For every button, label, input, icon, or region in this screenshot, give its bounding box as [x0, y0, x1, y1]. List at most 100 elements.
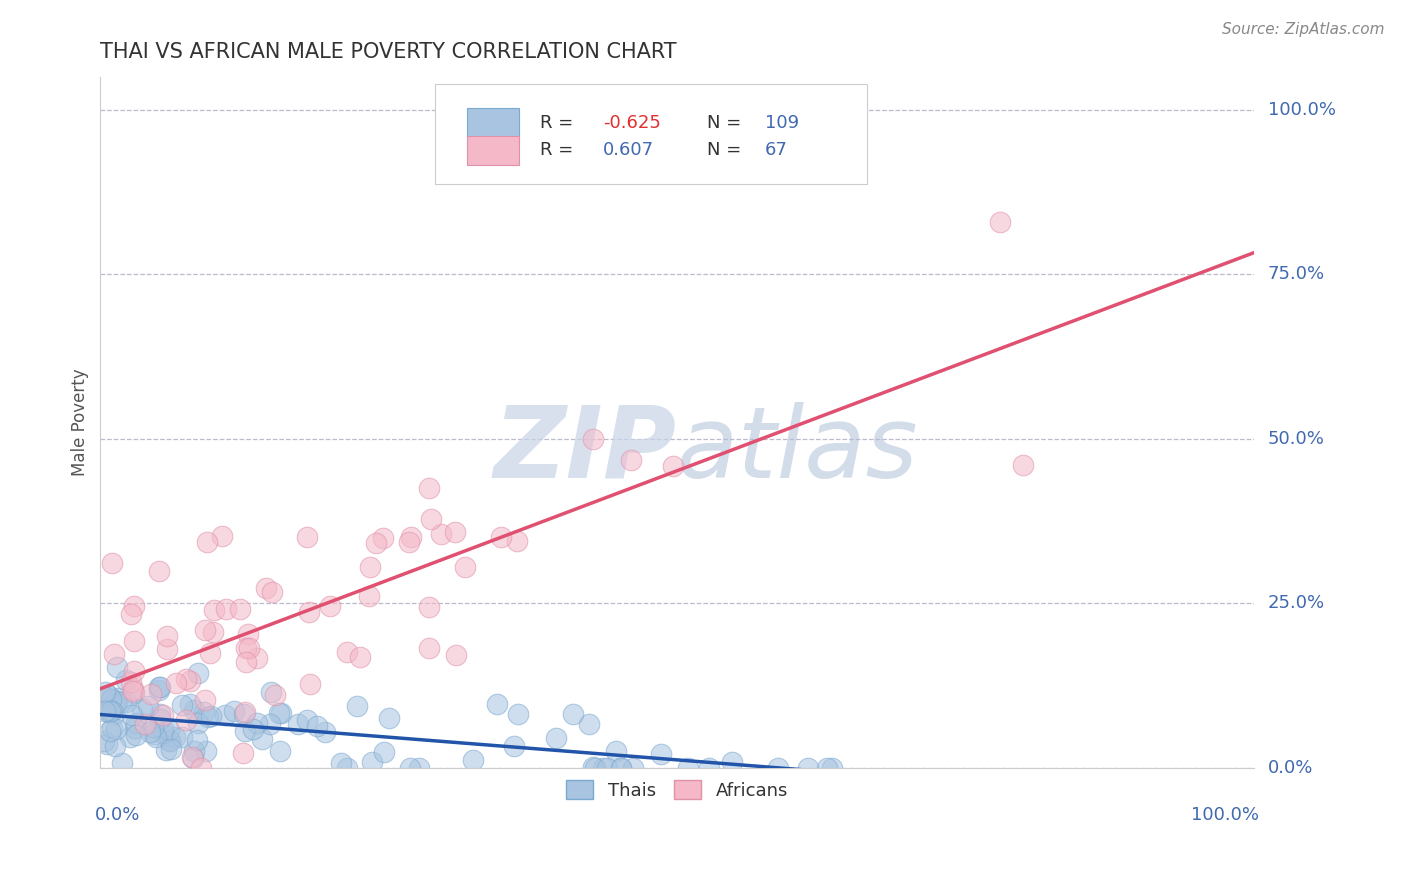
Point [595, 761, 617, 775]
Point [592, 761, 614, 775]
Text: THAI VS AFRICAN MALE POVERTY CORRELATION CHART: THAI VS AFRICAN MALE POVERTY CORRELATION… [100, 42, 676, 62]
Point [111, 756, 134, 770]
Point [194, 744, 217, 758]
Text: 0.607: 0.607 [603, 142, 654, 160]
Point [93, 734, 115, 748]
Point [149, 680, 172, 694]
Text: Source: ZipAtlas.com: Source: ZipAtlas.com [1222, 22, 1385, 37]
Point [364, 536, 387, 550]
Point [486, 697, 509, 711]
Text: 25.0%: 25.0% [1268, 594, 1324, 612]
Point [233, 724, 256, 739]
Point [444, 524, 467, 539]
Point [136, 699, 159, 714]
Point [134, 716, 156, 731]
Point [319, 599, 342, 613]
Point [298, 677, 321, 691]
Text: 100.0%: 100.0% [1191, 805, 1260, 823]
Point [583, 761, 606, 775]
Point [194, 623, 217, 637]
Legend: Thais, Africans: Thais, Africans [560, 773, 794, 807]
Point [181, 751, 204, 765]
Point [159, 723, 181, 737]
Point [115, 695, 138, 709]
Point [620, 452, 643, 467]
Point [183, 744, 205, 758]
Text: 50.0%: 50.0% [1268, 430, 1324, 448]
Point [152, 708, 174, 723]
Point [420, 512, 443, 526]
Point [222, 704, 245, 718]
Point [330, 756, 353, 771]
Point [295, 530, 318, 544]
Point [444, 648, 467, 662]
Point [349, 649, 371, 664]
Point [398, 761, 420, 775]
Point [214, 707, 236, 722]
Point [103, 647, 125, 661]
Point [190, 761, 212, 775]
Point [124, 599, 146, 613]
Point [159, 733, 181, 747]
Point [104, 697, 127, 711]
Point [198, 647, 221, 661]
Point [211, 529, 233, 543]
Point [461, 754, 484, 768]
Point [156, 629, 179, 643]
Point [187, 665, 209, 680]
Point [610, 761, 633, 775]
Point [105, 659, 128, 673]
Point [159, 741, 181, 756]
Point [661, 459, 683, 474]
Point [246, 650, 269, 665]
Point [197, 710, 219, 724]
Point [242, 723, 264, 737]
Point [988, 215, 1011, 229]
FancyBboxPatch shape [434, 84, 868, 185]
Point [101, 721, 124, 735]
Point [605, 744, 627, 758]
Point [105, 691, 128, 706]
Point [122, 665, 145, 679]
FancyBboxPatch shape [467, 108, 519, 137]
Text: 100.0%: 100.0% [1268, 101, 1336, 120]
Point [766, 761, 789, 775]
Point [110, 694, 132, 708]
Text: 67: 67 [765, 142, 787, 160]
Point [145, 730, 167, 744]
Point [582, 432, 605, 446]
Point [418, 640, 440, 655]
Point [155, 642, 177, 657]
Point [187, 715, 209, 730]
Point [233, 705, 256, 719]
Point [163, 731, 186, 745]
Text: ZIP: ZIP [494, 401, 678, 499]
Point [720, 755, 742, 769]
Point [93, 704, 115, 718]
Point [142, 720, 165, 734]
Point [118, 731, 141, 745]
Point [172, 730, 194, 744]
Point [122, 684, 145, 698]
Point [254, 581, 277, 595]
Point [96, 737, 118, 751]
Point [678, 761, 700, 775]
Point [143, 727, 166, 741]
Point [235, 655, 257, 669]
Point [183, 702, 205, 716]
Point [172, 698, 194, 712]
Point [181, 750, 204, 764]
Text: atlas: atlas [678, 401, 918, 499]
Point [125, 716, 148, 731]
Point [232, 706, 254, 721]
Point [152, 726, 174, 740]
Point [215, 602, 238, 616]
Point [105, 722, 128, 736]
Point [246, 716, 269, 731]
Point [104, 739, 127, 753]
Point [305, 719, 328, 733]
Point [298, 605, 321, 619]
Point [174, 672, 197, 686]
Point [186, 733, 208, 747]
Point [371, 531, 394, 545]
